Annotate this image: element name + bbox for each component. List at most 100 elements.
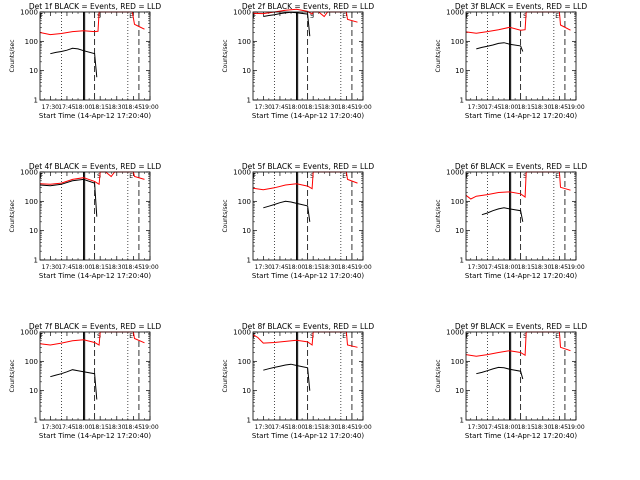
x-tick-label: 19:00 <box>354 104 371 111</box>
events-rate-line <box>476 366 524 380</box>
event-marker-label: F <box>253 13 257 20</box>
y-tick-label: 1000 <box>233 169 251 177</box>
panel-title: Det 8f BLACK = Events, RED = LLD <box>242 322 375 331</box>
lld-rate-line <box>252 171 358 191</box>
x-tick-label: 18:45 <box>338 264 355 271</box>
plot-frame <box>252 331 364 421</box>
y-axis-label: Counts/sec <box>222 39 229 72</box>
y-tick-label: 1 <box>247 97 251 105</box>
event-marker-label: S <box>523 13 527 20</box>
x-axis-label: Start Time (14-Apr-12 17:20:40) <box>39 272 151 280</box>
event-marker-label: E <box>555 13 559 20</box>
x-tick-label: 18:45 <box>125 104 142 111</box>
y-axis-label: Counts/sec <box>435 199 442 232</box>
y-tick-label: 1000 <box>233 9 251 17</box>
y-tick-label: 10 <box>455 227 464 235</box>
x-tick-label: 17:30 <box>468 264 485 271</box>
plot-frame <box>39 171 151 261</box>
plot-frame <box>252 171 364 261</box>
x-tick-label: 18:45 <box>551 424 568 431</box>
y-axis-label: Counts/sec <box>222 199 229 232</box>
lld-rate-line <box>465 11 571 34</box>
lld-rate-line <box>39 11 145 36</box>
x-axis-label: Start Time (14-Apr-12 17:20:40) <box>252 112 364 120</box>
event-marker-label: S <box>523 173 527 180</box>
y-axis-label: Counts/sec <box>435 359 442 392</box>
event-marker-label: E <box>555 333 559 340</box>
event-marker-label: E <box>129 173 133 180</box>
events-rate-line <box>50 47 98 78</box>
y-tick-label: 100 <box>25 38 38 46</box>
x-tick-label: 18:15 <box>305 264 322 271</box>
x-tick-label: 17:45 <box>58 104 75 111</box>
panel-title: Det 5f BLACK = Events, RED = LLD <box>242 162 375 171</box>
x-axis-label: Start Time (14-Apr-12 17:20:40) <box>39 432 151 440</box>
plot-frame <box>465 171 577 261</box>
event-marker-label: S <box>310 173 314 180</box>
panel-3: Det 3f BLACK = Events, RED = LLD Start Ti… <box>435 2 587 120</box>
y-axis-label: Counts/sec <box>435 39 442 72</box>
y-tick-label: 1 <box>460 417 464 425</box>
y-tick-label: 100 <box>25 198 38 206</box>
x-tick-label: 18:45 <box>338 104 355 111</box>
x-tick-label: 18:15 <box>518 424 535 431</box>
panel-6: Det 6f BLACK = Events, RED = LLD Start Ti… <box>435 162 587 280</box>
events-rate-line <box>263 11 311 37</box>
event-marker-label: F <box>253 333 257 340</box>
x-tick-label: 17:30 <box>255 424 272 431</box>
y-axis-label: Counts/sec <box>222 359 229 392</box>
y-tick-label: 1 <box>460 97 464 105</box>
y-tick-label: 1 <box>34 417 38 425</box>
x-tick-label: 18:45 <box>551 104 568 111</box>
x-tick-label: 18:00 <box>501 264 518 271</box>
y-tick-label: 10 <box>455 387 464 395</box>
plot-frame <box>465 11 577 101</box>
event-marker-label: E <box>342 173 346 180</box>
panel-7: Det 7f BLACK = Events, RED = LLD Start Ti… <box>9 322 161 440</box>
y-tick-label: 1000 <box>233 329 251 337</box>
x-tick-label: 17:30 <box>468 104 485 111</box>
x-tick-label: 18:00 <box>75 104 92 111</box>
x-tick-label: 17:45 <box>271 104 288 111</box>
y-tick-label: 1000 <box>20 329 38 337</box>
event-marker-label: S <box>310 333 314 340</box>
x-tick-label: 18:00 <box>288 264 305 271</box>
event-marker-label: F <box>40 13 44 20</box>
panel-title: Det 2f BLACK = Events, RED = LLD <box>242 2 375 11</box>
y-axis-label: Counts/sec <box>9 199 16 232</box>
x-tick-label: 17:45 <box>58 264 75 271</box>
events-rate-line <box>50 369 98 400</box>
x-tick-label: 18:15 <box>305 424 322 431</box>
y-tick-label: 1000 <box>20 169 38 177</box>
event-marker-label: E <box>555 173 559 180</box>
x-tick-label: 18:00 <box>75 424 92 431</box>
x-tick-label: 19:00 <box>567 104 584 111</box>
plot-frame <box>252 11 364 101</box>
x-tick-label: 17:30 <box>42 104 59 111</box>
event-marker-label: F <box>40 333 44 340</box>
panel-2: Det 2f BLACK = Events, RED = LLD Start Ti… <box>222 2 374 120</box>
event-marker-label: S <box>97 173 101 180</box>
x-tick-label: 18:30 <box>534 264 551 271</box>
x-tick-label: 17:30 <box>468 424 485 431</box>
x-tick-label: 18:15 <box>92 104 109 111</box>
x-tick-label: 19:00 <box>354 424 371 431</box>
events-rate-line <box>476 42 524 52</box>
y-tick-label: 1 <box>247 417 251 425</box>
event-marker-label: F <box>40 173 44 180</box>
x-tick-label: 18:30 <box>108 104 125 111</box>
x-tick-label: 18:15 <box>518 104 535 111</box>
x-tick-label: 17:45 <box>484 424 501 431</box>
x-tick-label: 18:30 <box>321 424 338 431</box>
panel-4: Det 4f BLACK = Events, RED = LLD Start Ti… <box>9 162 161 280</box>
panel-title: Det 6f BLACK = Events, RED = LLD <box>455 162 588 171</box>
x-axis-label: Start Time (14-Apr-12 17:20:40) <box>465 112 577 120</box>
x-tick-label: 17:45 <box>484 264 501 271</box>
events-rate-line <box>39 178 98 217</box>
x-tick-label: 18:45 <box>125 264 142 271</box>
event-marker-label: E <box>342 13 346 20</box>
y-tick-label: 100 <box>451 198 464 206</box>
x-tick-label: 17:30 <box>255 104 272 111</box>
x-tick-label: 19:00 <box>141 104 158 111</box>
